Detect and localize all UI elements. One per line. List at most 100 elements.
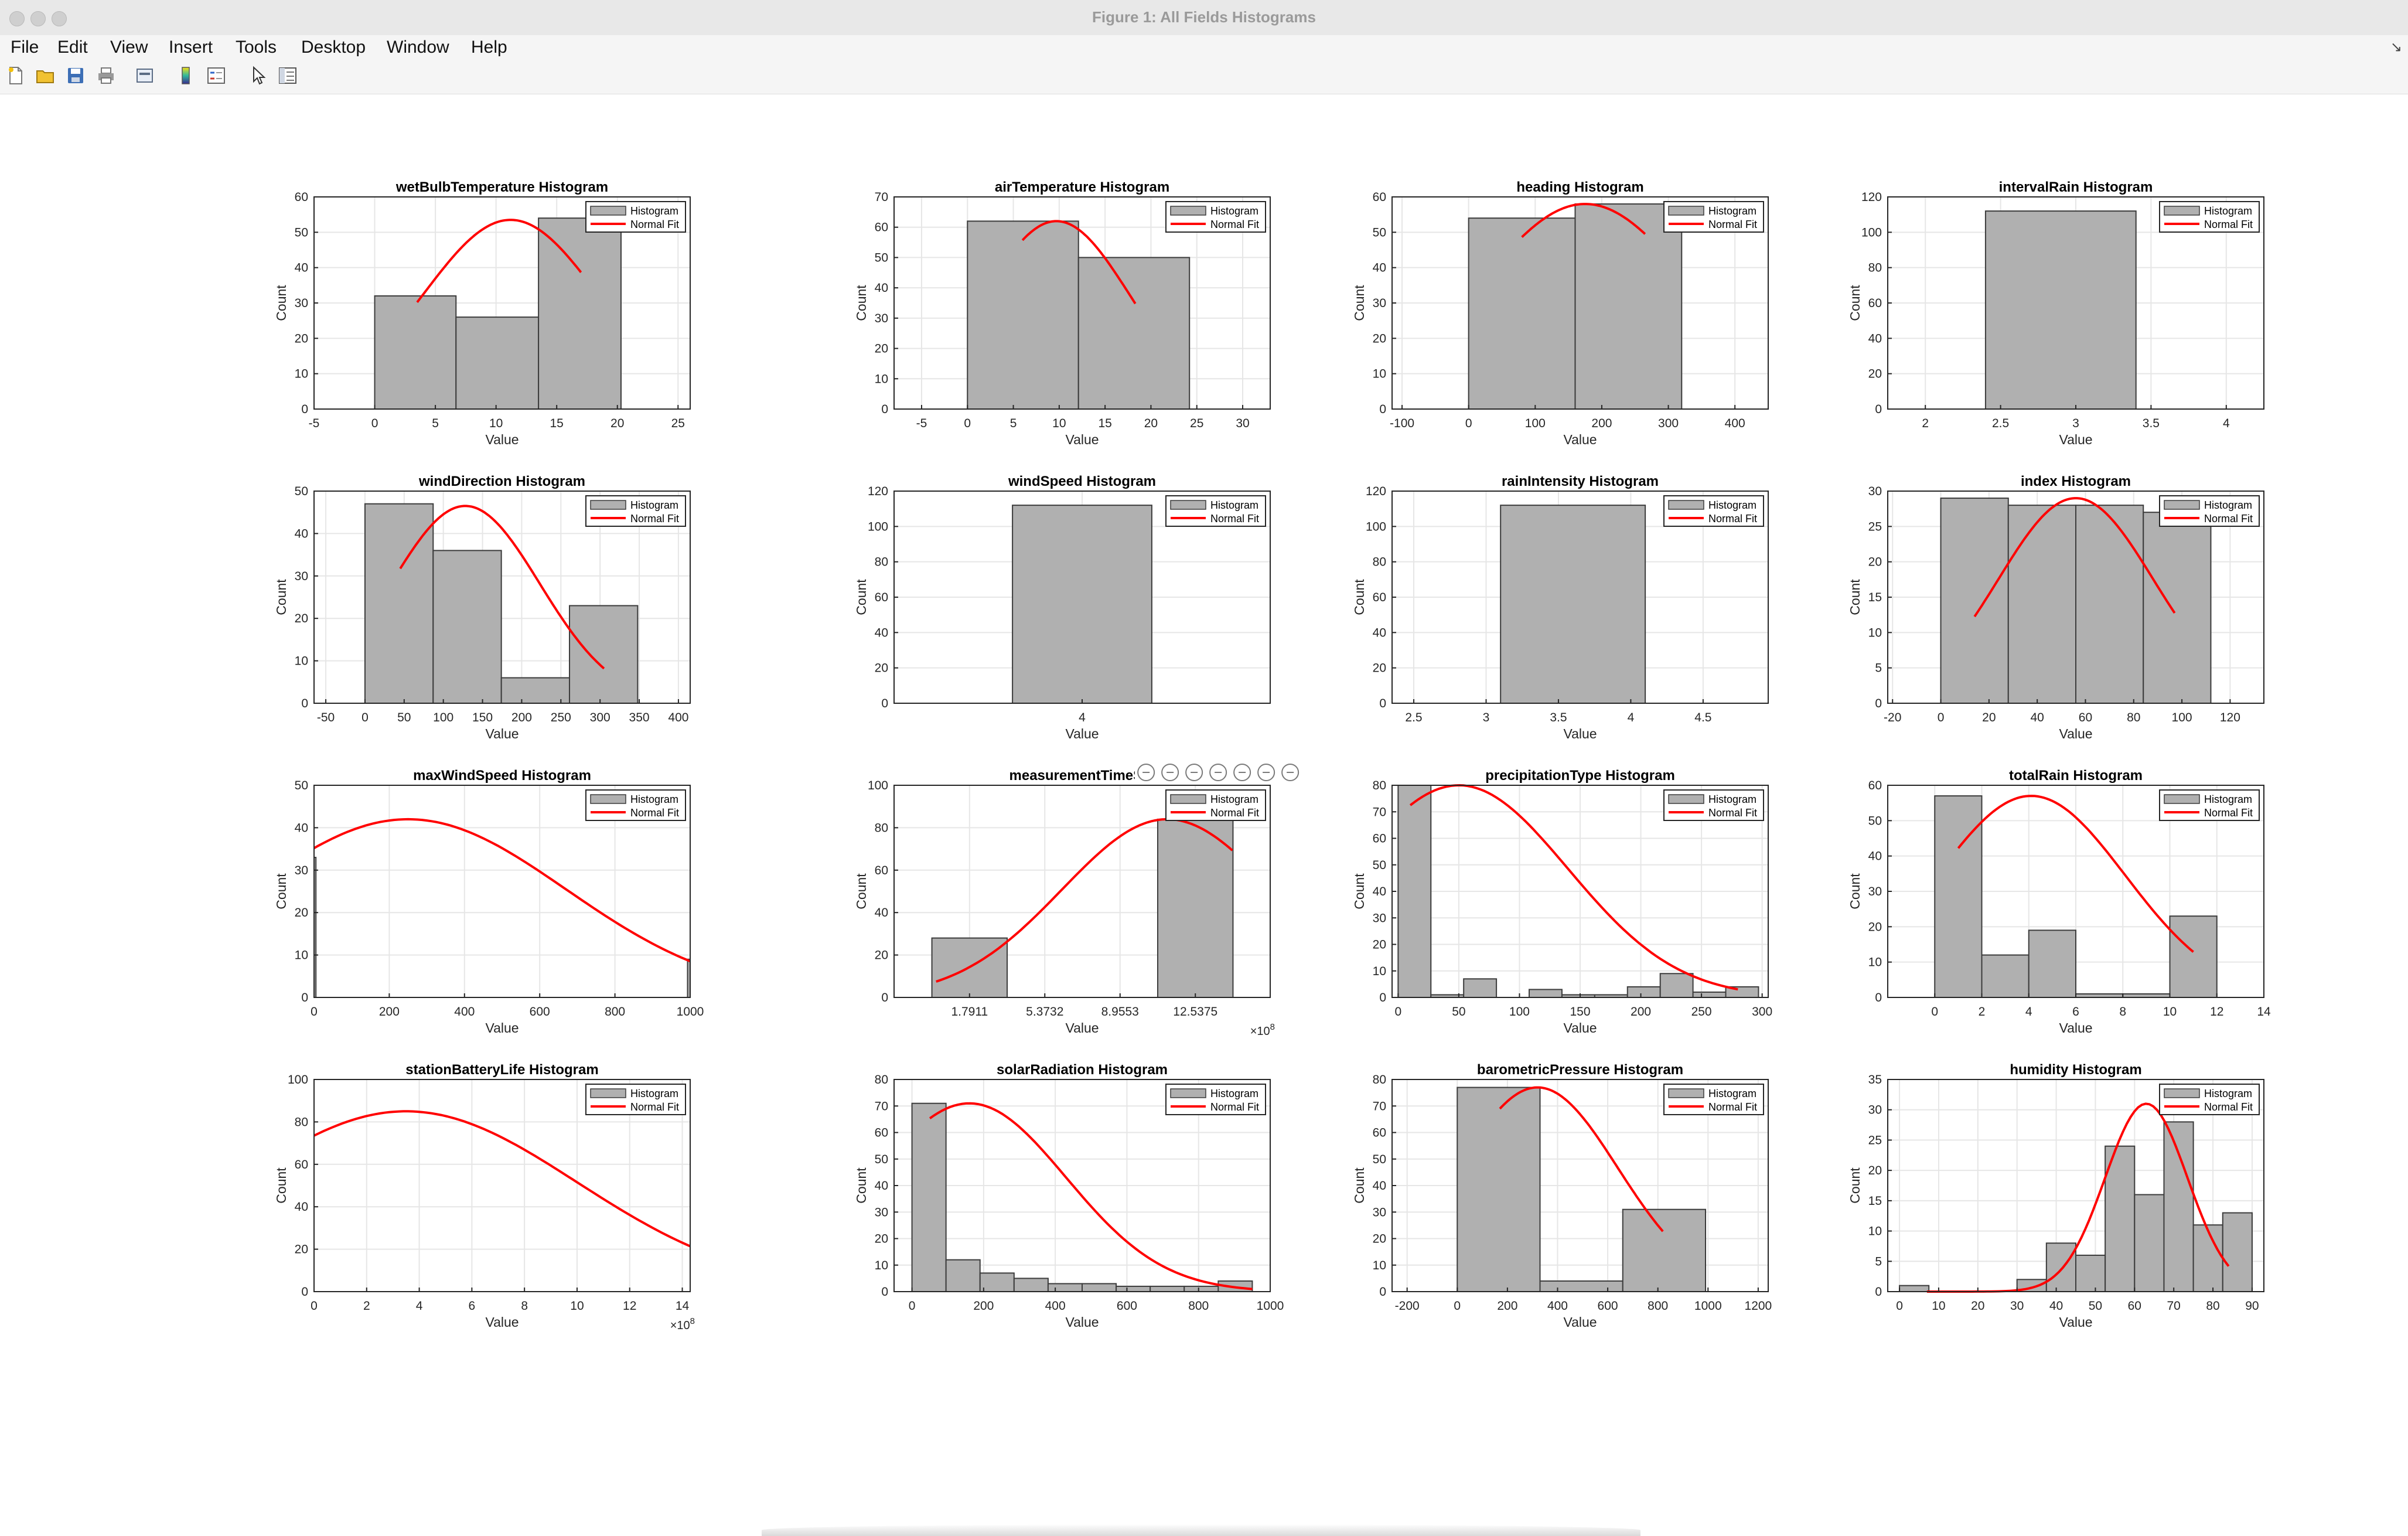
histogram-panel[interactable]: 0 200 400 600 800 1000 0 10 20 30 40 50 60 70 80 solarR… xyxy=(854,1062,1284,1330)
legend-fit-label: Normal Fit xyxy=(2204,513,2253,525)
histogram-panel[interactable]: 2.5 3 3.5 4 4.5 0 20 40 60 80 100 120 rainIntensity … xyxy=(1352,474,1769,741)
x-tick-label: 350 xyxy=(629,711,650,724)
y-tick-label: 70 xyxy=(875,190,888,204)
chart-title: wetBulbTemperature Histogram xyxy=(395,179,608,195)
pointer-icon[interactable] xyxy=(248,66,268,86)
x-tick-label: 600 xyxy=(530,1005,550,1019)
new-figure-icon[interactable] xyxy=(6,66,26,86)
legend[interactable]: Histogram Normal Fit xyxy=(1165,789,1266,821)
legend[interactable]: Histogram Normal Fit xyxy=(585,1084,686,1115)
home-icon[interactable] xyxy=(1281,764,1299,781)
y-tick-label: 20 xyxy=(875,1232,888,1246)
y-tick-label: 15 xyxy=(1868,591,1882,604)
legend[interactable]: Histogram Normal Fit xyxy=(1663,789,1764,821)
x-tick-label: 100 xyxy=(433,711,453,724)
histogram-panel[interactable]: -5 0 5 10 15 20 250102030405060wetBulbTemperat… xyxy=(274,179,691,447)
histogram-panel[interactable]: 1.7911 5.3732 8.9553 12.5375 0 20 40 60 80 100 mea… xyxy=(854,761,1299,1038)
x-axis-label: Value xyxy=(2059,432,2092,447)
histogram-panel[interactable]: 0 200 400 600 800 1000 0 10 20 30 40 50 maxWindSpeed… xyxy=(274,768,704,1036)
x-tick-label: 120 xyxy=(2220,711,2240,724)
x-exponent-label: ×108 xyxy=(1250,1022,1275,1038)
print-preview-icon[interactable] xyxy=(135,66,155,86)
y-tick-label: 0 xyxy=(301,403,308,416)
legend[interactable]: Histogram Normal Fit xyxy=(585,789,686,821)
menu-insert[interactable]: Insert xyxy=(169,38,213,57)
legend[interactable]: Histogram Normal Fit xyxy=(2159,789,2260,821)
legend[interactable]: Histogram Normal Fit xyxy=(585,495,686,527)
legend-icon[interactable] xyxy=(206,66,226,86)
y-tick-label: 40 xyxy=(1868,850,1882,863)
y-tick-label: 60 xyxy=(1373,591,1386,604)
y-tick-label: 100 xyxy=(288,1073,308,1087)
histogram-bar xyxy=(455,316,540,410)
legend-fit-label: Normal Fit xyxy=(630,513,679,525)
legend-fit-label: Normal Fit xyxy=(630,807,679,819)
data-tips-icon[interactable] xyxy=(1137,764,1155,781)
open-file-icon[interactable] xyxy=(35,66,55,86)
legend[interactable]: Histogram Normal Fit xyxy=(1165,201,1266,233)
histogram-bar xyxy=(432,550,502,704)
colorbar-icon[interactable] xyxy=(176,66,196,86)
histogram-panel[interactable]: -5 0 5 10 15 20 25 30 0 10 20 30 40 50 60 70 airTemperat… xyxy=(854,179,1271,447)
save-icon[interactable] xyxy=(66,66,86,86)
x-axis-label: Value xyxy=(485,726,519,741)
legend-histogram-swatch xyxy=(2164,500,2200,510)
legend[interactable]: Histogram Normal Fit xyxy=(2159,1084,2260,1115)
legend[interactable]: Histogram Normal Fit xyxy=(2159,201,2260,233)
menu-tools[interactable]: Tools xyxy=(236,38,277,57)
property-editor-icon[interactable] xyxy=(278,66,298,86)
legend-histogram-label: Histogram xyxy=(2204,793,2252,805)
menu-file[interactable]: File xyxy=(11,38,39,57)
axes-toolbar[interactable] xyxy=(1134,761,1299,784)
histogram-panel[interactable]: 0 2 4 6 8 10 12 14 0 20 40 60 80 100 stationBatteryLif… xyxy=(274,1062,695,1332)
dock-arrow-icon[interactable]: ↘ xyxy=(2390,39,2402,55)
histogram-bar xyxy=(538,217,622,410)
histogram-bar xyxy=(2028,929,2076,999)
legend[interactable]: Histogram Normal Fit xyxy=(2159,495,2260,527)
axes-box xyxy=(1887,1079,2264,1292)
chart-title: barometricPressure Histogram xyxy=(1477,1062,1683,1078)
legend[interactable]: Histogram Normal Fit xyxy=(1663,1084,1764,1115)
menu-help[interactable]: Help xyxy=(471,38,507,57)
y-tick-label: 20 xyxy=(295,332,308,345)
brush-icon[interactable] xyxy=(1161,764,1179,781)
pan-icon[interactable] xyxy=(1209,764,1227,781)
histogram-panel[interactable]: -100 0 100 200 300 400 0 10 20 30 40 50 60 heading Hi… xyxy=(1352,179,1769,447)
normal-fit-curve xyxy=(1021,220,1137,305)
restore-icon[interactable] xyxy=(1185,764,1203,781)
histogram-bar xyxy=(1397,785,1432,998)
menu-window[interactable]: Window xyxy=(387,38,449,57)
histogram-panel[interactable]: 0 10 20 30 40 50 60 70 80 90 0 5 10 15 20 25 30 35 humidit… xyxy=(1847,1062,2264,1330)
histogram-panel[interactable]: 0 2 4 6 8 10 12 14 0 10 20 30 40 50 60 totalRain Histog… xyxy=(1847,768,2271,1036)
print-icon[interactable] xyxy=(96,66,116,86)
legend[interactable]: Histogram Normal Fit xyxy=(1663,201,1764,233)
x-tick-label: 200 xyxy=(379,1005,400,1019)
legend[interactable]: Histogram Normal Fit xyxy=(1165,1084,1266,1115)
close-window-button[interactable] xyxy=(9,11,25,26)
legend-fit-label: Normal Fit xyxy=(1708,513,1757,525)
axes-box xyxy=(313,785,691,998)
legend[interactable]: Histogram Normal Fit xyxy=(585,201,686,233)
minimize-window-button[interactable] xyxy=(30,11,46,26)
histogram-panel[interactable]: -50 0 50 100 150 200 250 300 350 400 0 10 20 30 40 50 wi… xyxy=(274,474,691,741)
y-tick-label: 60 xyxy=(1868,779,1882,792)
histogram-panel[interactable]: -200 0 200 400 600 800 1000 1200 0 10 20 30 40 50 60 70… xyxy=(1352,1062,1772,1330)
chart-title: measurementTimeSta xyxy=(1009,768,1156,784)
figure-toolbar xyxy=(0,60,2408,94)
zoom-in-icon[interactable] xyxy=(1233,764,1251,781)
legend[interactable]: Histogram Normal Fit xyxy=(1165,495,1266,527)
histogram-panel[interactable]: 0 50 100 150 200 250 300 0 10 20 30 40 50 60 70 80 preci… xyxy=(1352,768,1772,1036)
histogram-bar xyxy=(1047,1283,1083,1293)
x-tick-label: 400 xyxy=(454,1005,475,1019)
zoom-out-icon[interactable] xyxy=(1257,764,1275,781)
x-tick-label: 30 xyxy=(1236,417,1249,430)
menu-view[interactable]: View xyxy=(110,38,148,57)
menu-edit[interactable]: Edit xyxy=(57,38,88,57)
x-tick-label: 800 xyxy=(605,1005,625,1019)
legend[interactable]: Histogram Normal Fit xyxy=(1663,495,1764,527)
menu-desktop[interactable]: Desktop xyxy=(301,38,366,57)
zoom-window-button[interactable] xyxy=(52,11,67,26)
